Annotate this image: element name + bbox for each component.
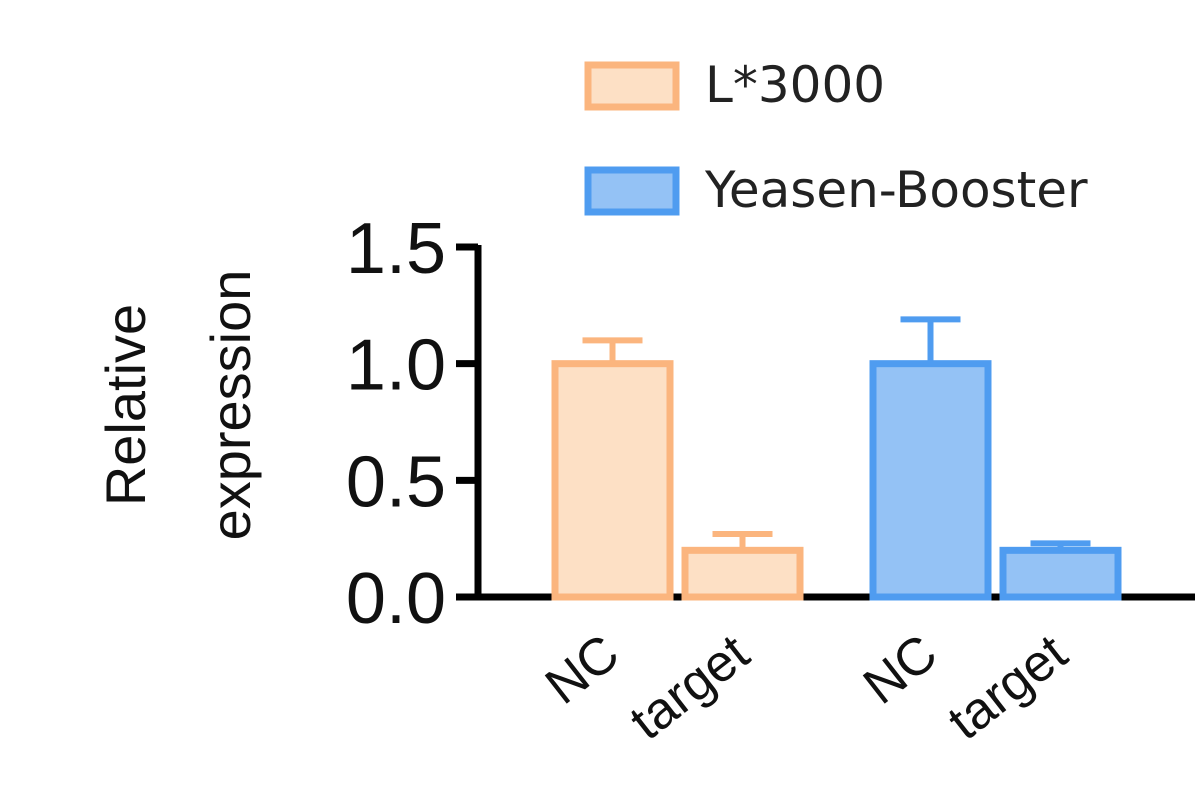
bar-target-series-1 (681, 546, 804, 601)
axes: 0.0 0.5 1.0 1.5 (346, 209, 1195, 639)
y-tick-label: 1.0 (346, 326, 446, 406)
y-axis-label: Relative expression (94, 270, 262, 541)
legend-swatch (584, 166, 680, 216)
y-tick-label: 0.0 (346, 559, 446, 639)
x-category-label: NC (853, 624, 948, 716)
y-axis-label-line-2: expression (199, 270, 262, 541)
y-tick-label: 1.5 (346, 209, 446, 289)
legend: L*3000 Yeasen-Booster (584, 56, 1088, 219)
x-category-label: target (619, 623, 760, 751)
y-axis-label-line-1: Relative (94, 304, 157, 506)
bar-nc-series-2 (869, 360, 992, 601)
legend-swatch (584, 61, 680, 111)
y-tick-label: 0.5 (346, 442, 446, 522)
x-category-label: NC (535, 624, 630, 716)
legend-label: L*3000 (705, 56, 885, 114)
x-category-label: target (937, 623, 1078, 751)
bar-nc-series-1 (551, 360, 674, 601)
bars (551, 316, 1122, 601)
legend-label: Yeasen-Booster (704, 161, 1088, 219)
bar-target-series-2 (999, 546, 1122, 601)
